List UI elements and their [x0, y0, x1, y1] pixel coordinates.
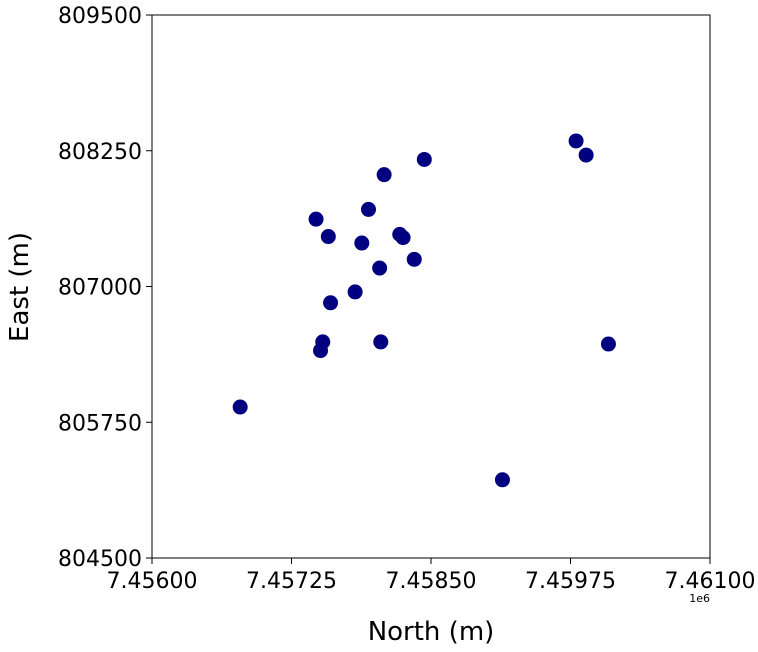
x-tick-label: 7.46100	[665, 569, 756, 594]
x-axis-label: North (m)	[368, 617, 495, 647]
data-point	[323, 295, 339, 311]
data-point	[347, 284, 363, 300]
x-tick-label: 7.45600	[107, 569, 198, 594]
data-point	[372, 260, 388, 276]
x-axis-offset-label: 1e6	[689, 592, 710, 605]
data-point	[308, 211, 324, 227]
x-tick-label: 7.45975	[525, 569, 616, 594]
data-point	[315, 334, 331, 350]
data-point	[416, 151, 432, 167]
data-point	[600, 336, 616, 352]
data-point	[568, 133, 584, 149]
data-point	[494, 472, 510, 488]
data-point	[232, 399, 248, 415]
y-tick-label: 808250	[58, 140, 142, 165]
y-tick-label: 807000	[58, 276, 142, 301]
y-tick-label: 809500	[58, 4, 142, 29]
data-point	[395, 230, 411, 246]
data-point	[373, 334, 389, 350]
data-point	[320, 229, 336, 245]
plot-area	[152, 15, 710, 558]
data-point	[361, 201, 377, 217]
x-tick-label: 7.45725	[246, 569, 337, 594]
x-tick-label: 7.45850	[386, 569, 477, 594]
data-point	[354, 235, 370, 251]
data-point	[406, 251, 422, 267]
points-layer	[232, 133, 616, 488]
y-axis: 804500 805750 807000 808250 809500	[58, 4, 152, 572]
x-axis: 7.45600 7.45725 7.45850 7.45975 7.46100	[107, 558, 756, 594]
data-point	[578, 147, 594, 163]
data-point	[376, 167, 392, 183]
y-tick-label: 804500	[58, 547, 142, 572]
y-axis-label: East (m)	[5, 232, 35, 342]
y-tick-label: 805750	[58, 411, 142, 436]
